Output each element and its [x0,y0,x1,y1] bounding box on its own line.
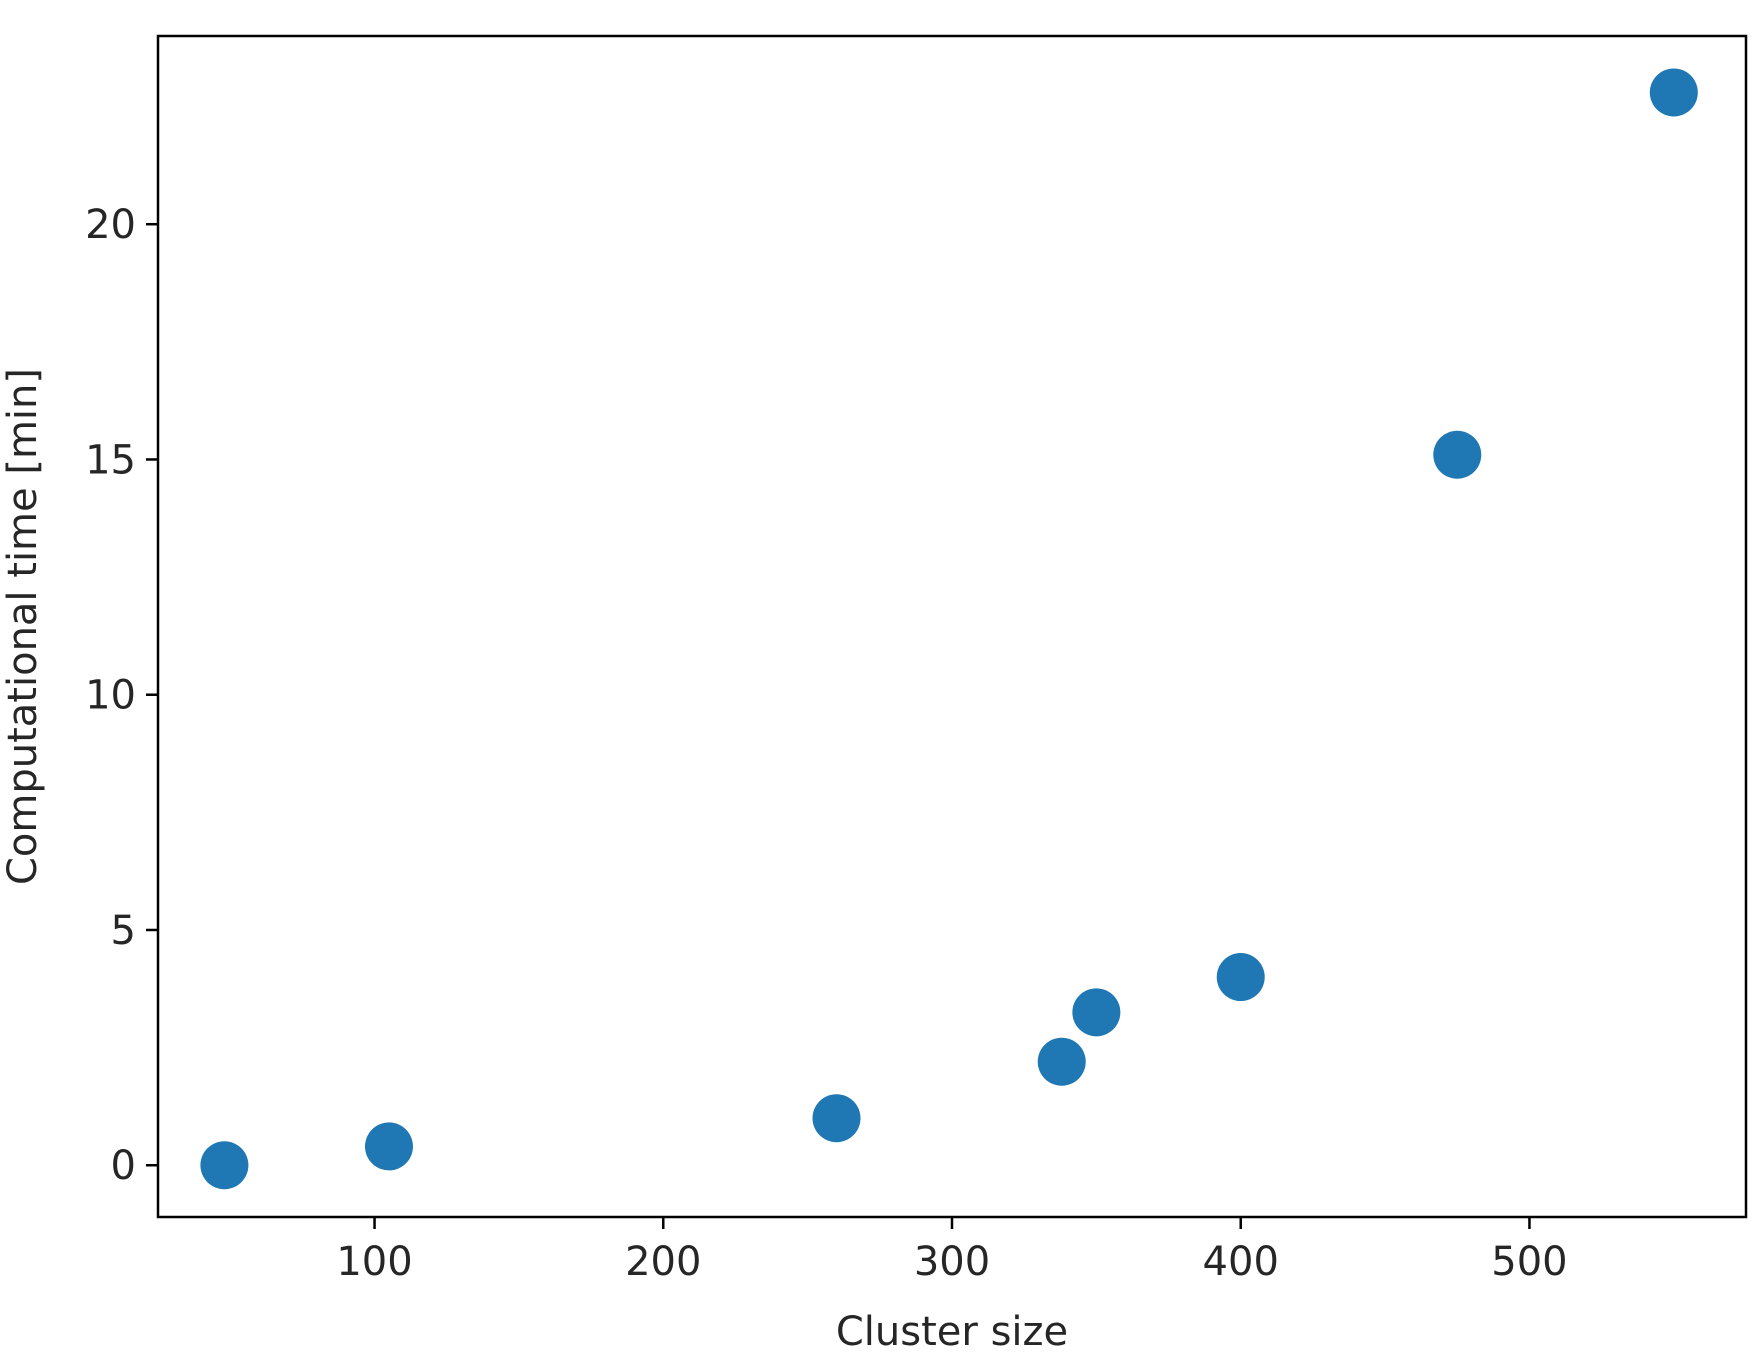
data-point [1433,430,1482,479]
y-tick-label: 15 [85,437,136,483]
y-axis-ticks: 0 5 10 15 20 [85,202,158,1189]
x-tick-label: 400 [1203,1239,1279,1285]
x-axis-label: Cluster size [836,1309,1068,1355]
data-point [1072,988,1121,1037]
x-tick-label: 300 [914,1239,990,1285]
data-point [1216,953,1265,1002]
plot-frame [156,34,1748,1219]
x-axis-ticks: 100 200 300 400 500 [336,1217,1568,1285]
data-point [364,1122,413,1171]
data-point [1037,1037,1086,1086]
y-tick-label: 0 [111,1143,136,1189]
data-point [1649,68,1698,117]
x-tick-label: 100 [336,1239,412,1285]
data-points [200,68,1698,1190]
data-point [812,1094,861,1143]
y-axis-label: Computational time [min] [0,368,46,885]
y-tick-label: 10 [85,673,136,719]
y-tick-label: 5 [111,908,136,954]
data-point [200,1141,249,1190]
y-tick-label: 20 [85,202,136,248]
x-tick-label: 500 [1491,1239,1567,1285]
x-tick-label: 200 [625,1239,701,1285]
